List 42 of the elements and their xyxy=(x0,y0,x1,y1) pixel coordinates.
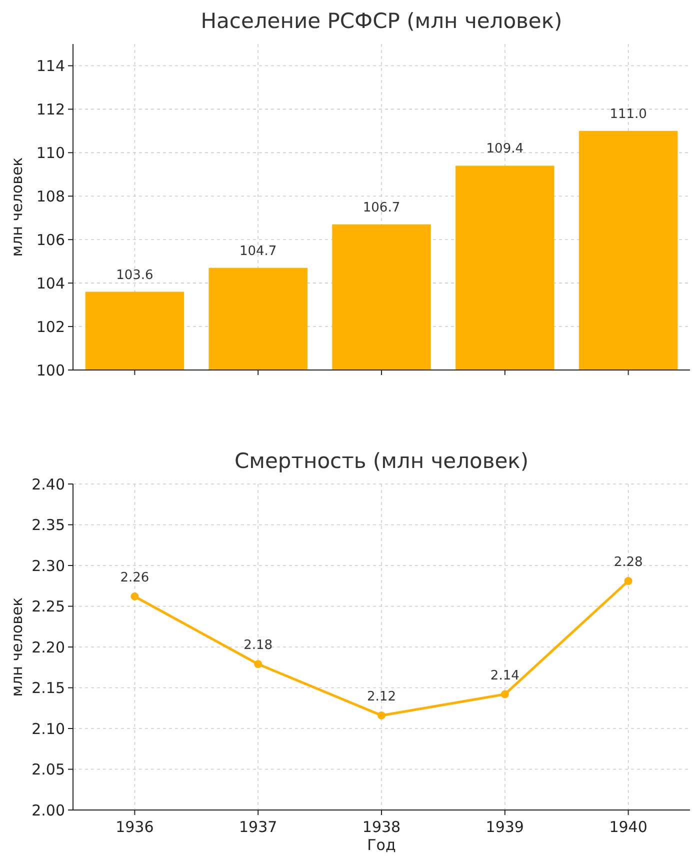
point xyxy=(624,576,632,585)
data-label: 104.7 xyxy=(239,244,277,259)
y-tick-label: 104 xyxy=(36,274,65,292)
y-axis-title: млн человек xyxy=(8,597,26,697)
y-tick-label: 114 xyxy=(36,56,65,75)
y-tick-label: 2.20 xyxy=(32,638,65,656)
y-tick-label: 106 xyxy=(36,230,65,249)
y-tick-label: 102 xyxy=(36,318,65,336)
point xyxy=(130,592,139,600)
data-label: 103.6 xyxy=(116,268,154,283)
chart-title: Население РСФСР (млн человек) xyxy=(200,9,562,33)
data-label: 109.4 xyxy=(486,142,524,157)
data-label: 111.0 xyxy=(610,106,647,122)
data-label: 2.28 xyxy=(614,554,643,570)
y-tick-label: 108 xyxy=(36,187,65,206)
x-tick-label: 1936 xyxy=(116,818,154,836)
data-label: 2.14 xyxy=(490,668,520,684)
point xyxy=(378,711,386,720)
point xyxy=(500,690,509,698)
point xyxy=(254,660,262,668)
y-tick-label: 2.40 xyxy=(32,475,65,494)
chart-title: Смертность (млн человек) xyxy=(234,449,529,473)
y-tick-label: 2.30 xyxy=(32,556,65,575)
y-axis-title: млн человек xyxy=(8,157,26,257)
y-tick-label: 2.35 xyxy=(32,516,65,534)
y-tick-label: 110 xyxy=(36,144,65,162)
x-tick-label: 1938 xyxy=(362,818,401,836)
data-label: 2.26 xyxy=(120,570,150,586)
y-tick-label: 2.15 xyxy=(32,679,65,697)
y-tick-label: 2.25 xyxy=(32,598,65,616)
x-tick-label: 1939 xyxy=(486,818,524,836)
y-tick-label: 100 xyxy=(36,361,65,380)
data-label: 2.12 xyxy=(367,689,396,704)
data-label: 106.7 xyxy=(362,200,400,216)
y-tick-label: 112 xyxy=(36,100,65,118)
x-axis-title: Год xyxy=(367,836,396,854)
y-tick-label: 2.00 xyxy=(32,801,65,820)
x-tick-label: 1937 xyxy=(239,818,278,836)
x-tick-label: 1940 xyxy=(609,818,648,836)
y-tick-label: 2.10 xyxy=(32,720,65,738)
y-tick-label: 2.05 xyxy=(32,760,65,778)
data-label: 2.18 xyxy=(244,638,273,654)
